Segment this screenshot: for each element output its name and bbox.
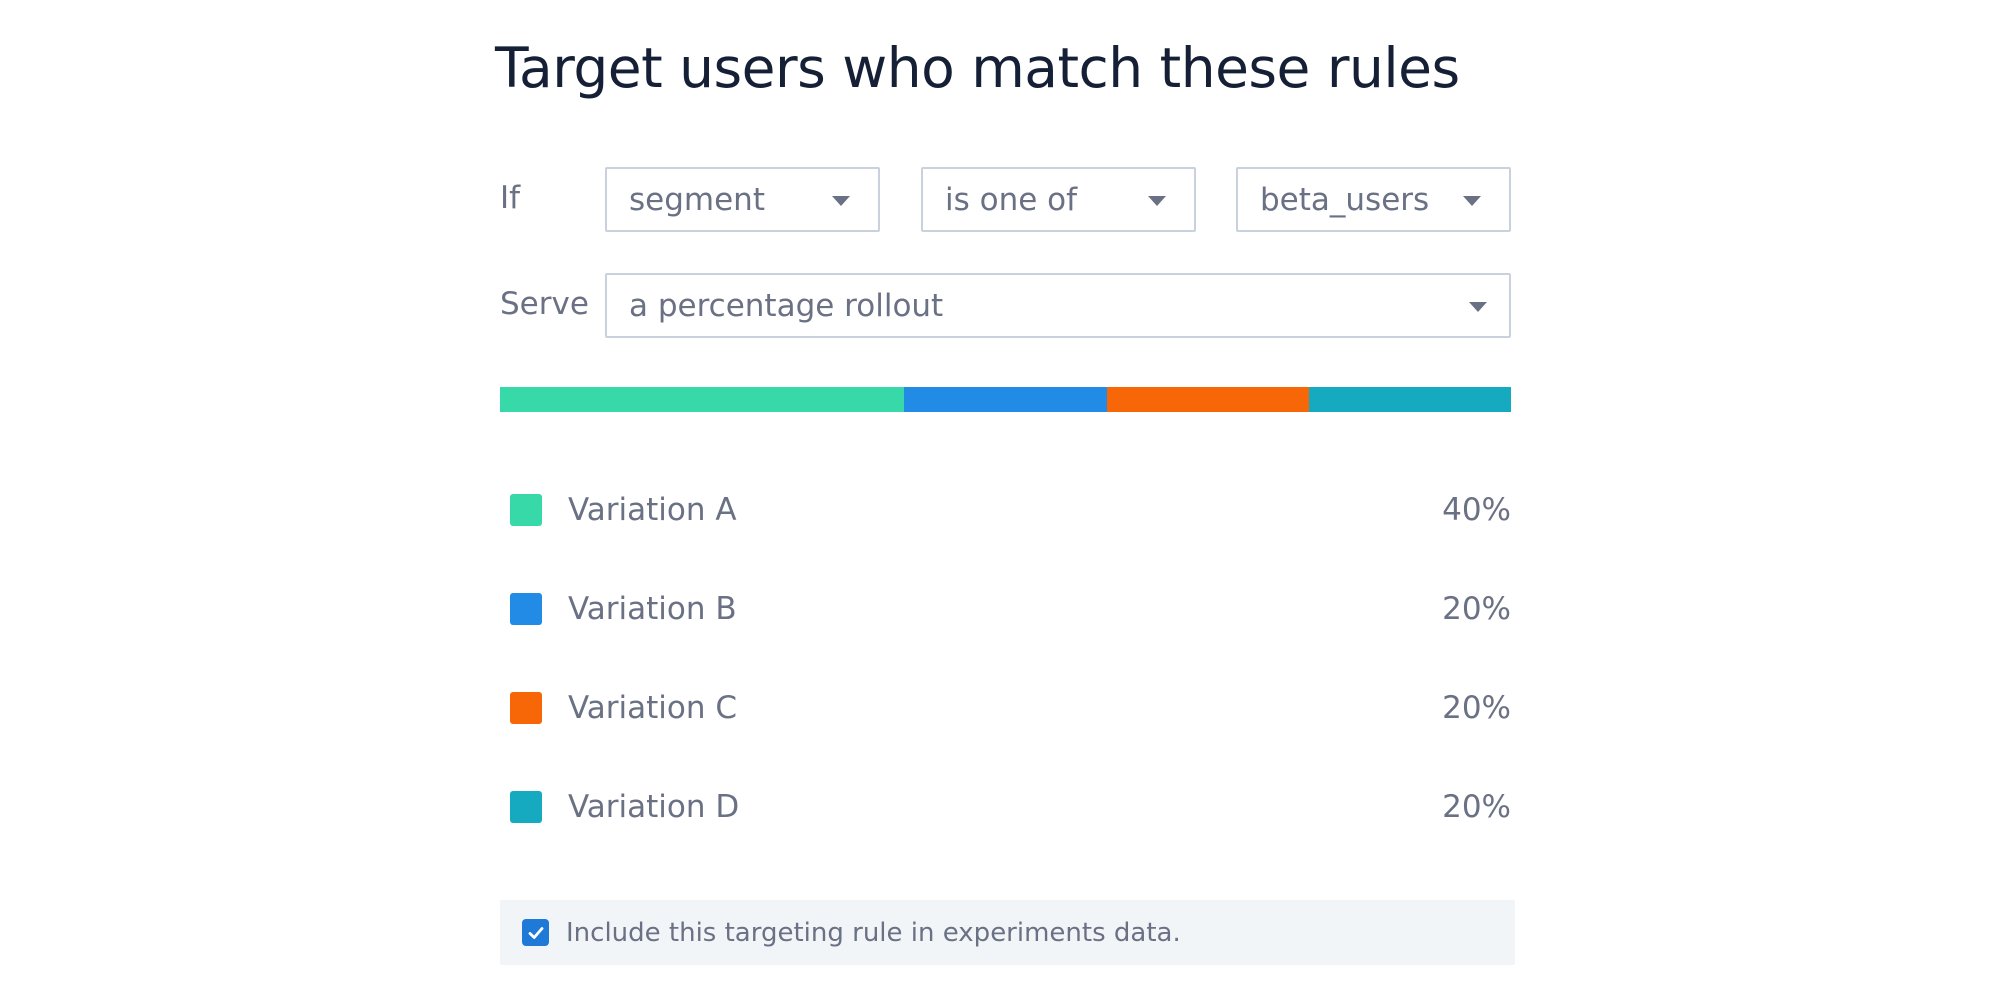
serve-select-value: a percentage rollout <box>629 287 944 324</box>
variation-percent: 20% <box>1442 690 1511 726</box>
serve-label: Serve <box>500 286 589 322</box>
caret-down-icon <box>1469 301 1487 312</box>
variation-row: Variation C 20% <box>500 660 1511 759</box>
variation-row: Variation A 40% <box>500 462 1511 561</box>
variation-list: Variation A 40% Variation B 20% Variatio… <box>500 462 1511 858</box>
variation-row: Variation D 20% <box>500 759 1511 858</box>
variation-percent: 20% <box>1442 789 1511 825</box>
rollout-segment <box>1308 387 1511 412</box>
rollout-distribution-bar <box>500 387 1511 412</box>
attribute-select-value: segment <box>629 181 765 218</box>
value-select[interactable]: beta_users <box>1236 167 1511 232</box>
operator-select[interactable]: is one of <box>921 167 1196 232</box>
page-title: Target users who match these rules <box>495 36 1460 100</box>
attribute-select[interactable]: segment <box>605 167 880 232</box>
caret-down-icon <box>1463 195 1481 206</box>
if-label: If <box>500 180 521 216</box>
value-select-value: beta_users <box>1260 181 1430 218</box>
variation-color-swatch <box>510 791 542 823</box>
variation-percent: 20% <box>1442 591 1511 627</box>
variation-row: Variation B 20% <box>500 561 1511 660</box>
variation-name: Variation D <box>568 789 740 825</box>
variation-percent: 40% <box>1442 492 1511 528</box>
variation-name: Variation A <box>568 492 737 528</box>
variation-color-swatch <box>510 494 542 526</box>
rollout-segment <box>1106 387 1309 412</box>
serve-select[interactable]: a percentage rollout <box>605 273 1511 338</box>
caret-down-icon <box>832 195 850 206</box>
rollout-segment <box>500 387 905 412</box>
rollout-segment <box>904 387 1107 412</box>
variation-name: Variation B <box>568 591 737 627</box>
variation-name: Variation C <box>568 690 738 726</box>
operator-select-value: is one of <box>945 181 1078 218</box>
experiments-checkbox[interactable] <box>522 919 549 946</box>
experiments-label: Include this targeting rule in experimen… <box>566 917 1181 948</box>
experiments-option: Include this targeting rule in experimen… <box>500 900 1515 965</box>
variation-color-swatch <box>510 593 542 625</box>
caret-down-icon <box>1148 195 1166 206</box>
variation-color-swatch <box>510 692 542 724</box>
checkmark-icon <box>528 926 543 939</box>
